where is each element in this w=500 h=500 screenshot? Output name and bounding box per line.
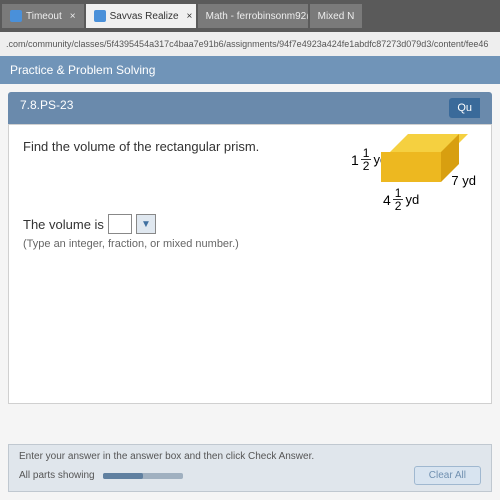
footer-bar: Enter your answer in the answer box and …	[8, 444, 492, 492]
question-badge[interactable]: Qu	[449, 98, 480, 118]
answer-prompt: The volume is	[23, 217, 104, 232]
tab-label: Savvas Realize	[110, 11, 179, 22]
tab-label: Timeout	[26, 11, 62, 22]
tab-mixed[interactable]: Mixed N	[310, 4, 363, 28]
close-icon[interactable]: ×	[187, 11, 193, 22]
progress-bar	[103, 473, 183, 479]
close-icon[interactable]: ×	[70, 11, 76, 22]
tab-icon	[10, 10, 22, 22]
problem-id: 7.8.PS-23	[20, 98, 73, 118]
tab-savvas[interactable]: Savvas Realize ×	[86, 4, 196, 28]
clear-all-button[interactable]: Clear All	[414, 466, 481, 485]
problem-body: Find the volume of the rectangular prism…	[8, 124, 492, 404]
footer-instruction: Enter your answer in the answer box and …	[19, 451, 481, 462]
answer-input[interactable]	[108, 214, 132, 234]
tab-label: Math - ferrobinsonm92@ferns	[206, 11, 308, 22]
browser-tabs-bar: Timeout × Savvas Realize × Math - ferrob…	[0, 0, 500, 32]
tab-math[interactable]: Math - ferrobinsonm92@ferns ×	[198, 4, 308, 28]
progress-fill	[103, 473, 143, 479]
content-area: 7.8.PS-23 Qu Find the volume of the rect…	[0, 84, 500, 500]
dimension-width: 4 1 2 yd	[383, 187, 419, 212]
dimension-length: 7 yd	[451, 173, 476, 188]
prism-front-face	[381, 152, 441, 182]
problem-header: 7.8.PS-23 Qu	[8, 92, 492, 124]
url-text: .com/community/classes/5f4395454a317c4ba…	[6, 39, 488, 49]
footer-status-row: All parts showing Clear All	[19, 466, 481, 485]
tab-icon	[94, 10, 106, 22]
hint-text: (Type an integer, fraction, or mixed num…	[23, 238, 477, 250]
tab-timeout[interactable]: Timeout ×	[2, 4, 84, 28]
status-text: All parts showing	[19, 470, 95, 481]
breadcrumb[interactable]: Practice & Problem Solving	[10, 63, 155, 77]
breadcrumb-bar: Practice & Problem Solving	[0, 56, 500, 84]
tab-label: Mixed N	[318, 11, 355, 22]
prism-diagram: 1 1 2 yd 7 yd 4 1	[321, 135, 481, 225]
unit-dropdown[interactable]: ▼	[136, 214, 156, 234]
url-bar[interactable]: .com/community/classes/5f4395454a317c4ba…	[0, 32, 500, 56]
